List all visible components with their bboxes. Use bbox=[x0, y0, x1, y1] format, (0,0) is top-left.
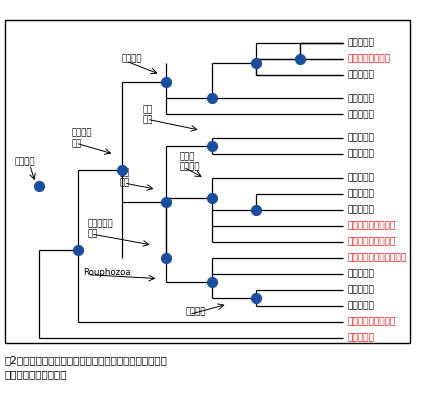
Text: 図2：動物の系統関係。我々が研究している動物が属する: 図2：動物の系統関係。我々が研究している動物が属する bbox=[5, 355, 167, 365]
Text: 左右相称
動物: 左右相称 動物 bbox=[72, 129, 92, 148]
Point bbox=[209, 95, 215, 101]
Text: 半索動物門: 半索動物門 bbox=[347, 94, 374, 103]
Text: 脱皮
動物: 脱皮 動物 bbox=[143, 105, 153, 124]
Point bbox=[119, 167, 125, 173]
Text: 狭義の
冠輪動物: 狭義の 冠輪動物 bbox=[179, 153, 200, 172]
Text: 棘皮動物門: 棘皮動物門 bbox=[347, 110, 374, 119]
Text: 線形動物門: 線形動物門 bbox=[347, 150, 374, 159]
Text: 帯虫動物門: 帯虫動物門 bbox=[347, 174, 374, 183]
Text: 腕足動物門: 腕足動物門 bbox=[347, 189, 374, 198]
Text: 担顎動物: 担顎動物 bbox=[185, 308, 206, 317]
Text: 紐形動物門: 紐形動物門 bbox=[347, 206, 374, 215]
Text: 脊索動物門・ホヤ: 脊索動物門・ホヤ bbox=[347, 54, 390, 63]
Point bbox=[163, 79, 170, 86]
Text: 後口動物: 後口動物 bbox=[122, 54, 142, 63]
Text: 後生動物: 後生動物 bbox=[14, 158, 35, 167]
Text: 腹毛動物門: 腹毛動物門 bbox=[347, 269, 374, 278]
Text: 分類群を赤字で示す。: 分類群を赤字で示す。 bbox=[5, 369, 67, 380]
Text: 刺胞動物門・ヒドラ: 刺胞動物門・ヒドラ bbox=[347, 317, 396, 326]
Point bbox=[253, 207, 260, 213]
Text: 環形動物門・ミミズ: 環形動物門・ミミズ bbox=[347, 237, 396, 246]
Point bbox=[253, 59, 260, 66]
Point bbox=[253, 295, 260, 301]
Text: らせん卵割
動物: らせん卵割 動物 bbox=[87, 220, 113, 239]
Text: Rouphozoa: Rouphozoa bbox=[83, 268, 131, 277]
Text: 扁形動物門・プラナリア: 扁形動物門・プラナリア bbox=[347, 253, 406, 263]
Text: 顎口動物門: 顎口動物門 bbox=[347, 301, 374, 310]
Text: 脊索動物門: 脊索動物門 bbox=[347, 38, 374, 47]
Bar bbox=[5, 20, 410, 343]
Point bbox=[209, 195, 215, 201]
Text: 前口
動物: 前口 動物 bbox=[120, 169, 130, 188]
Text: 脊索動物門: 脊索動物門 bbox=[347, 70, 374, 79]
Point bbox=[209, 279, 215, 285]
Text: 輪形動物門: 輪形動物門 bbox=[347, 285, 374, 294]
Point bbox=[163, 255, 170, 261]
Point bbox=[297, 55, 304, 62]
Text: 節足動物門: 節足動物門 bbox=[347, 134, 374, 143]
Text: 軟体動物門・マガキ: 軟体動物門・マガキ bbox=[347, 222, 396, 231]
Point bbox=[163, 199, 170, 205]
Point bbox=[209, 143, 215, 149]
Point bbox=[36, 183, 42, 189]
Text: 海綿動物門: 海綿動物門 bbox=[347, 333, 374, 342]
Point bbox=[74, 247, 81, 253]
